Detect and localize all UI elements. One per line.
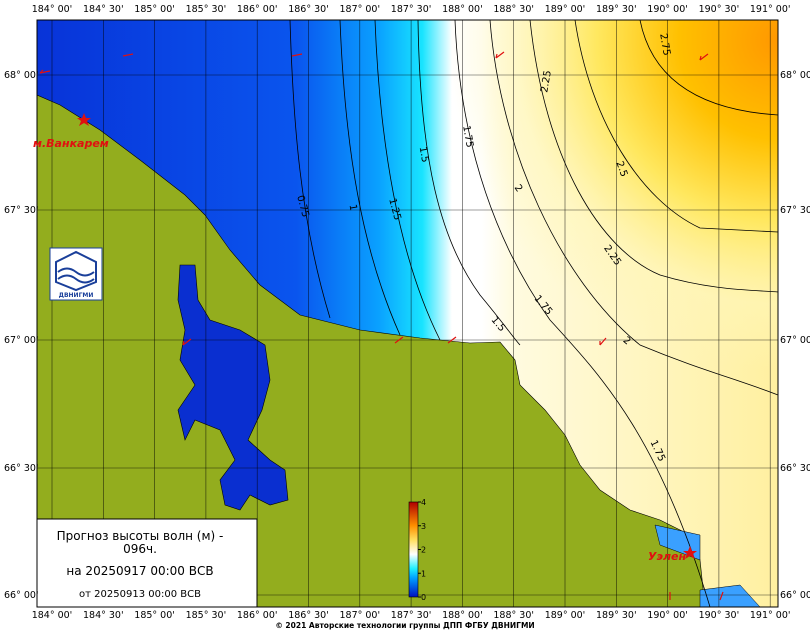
logo-box <box>49 247 103 301</box>
lon-label: 187° 30' <box>391 610 432 621</box>
contour-line <box>574 20 778 233</box>
lon-label: 190° 30' <box>699 610 740 621</box>
info-box: Прогноз высоты волн (м) - 096ч. на 20250… <box>36 518 258 608</box>
lat-label: 67° 30' <box>4 205 39 216</box>
lon-label: 191° 00' <box>750 4 791 15</box>
contour-label: 2.5 <box>613 160 629 179</box>
contour-line <box>639 20 778 116</box>
lat-label: 66° 30' <box>4 463 39 474</box>
lon-label: 191° 00' <box>750 610 791 621</box>
lon-label: 186° 30' <box>288 4 329 15</box>
lon-label: 185° 00' <box>134 4 175 15</box>
lon-label: 184° 30' <box>83 610 124 621</box>
info-issued: от 20250913 00:00 ВСВ <box>79 589 201 600</box>
contour-label: 1.5 <box>417 146 431 164</box>
lon-label: 187° 00' <box>339 4 380 15</box>
colorbar-scale <box>408 501 419 598</box>
lon-label: 189° 00' <box>545 4 586 15</box>
lat-label: 67° 00' <box>4 335 39 346</box>
lon-label: 190° 30' <box>699 4 740 15</box>
copyright: © 2021 Авторские технологии группы ДПП Ф… <box>275 621 534 630</box>
info-frame <box>36 518 258 608</box>
lon-label: 188° 30' <box>493 610 534 621</box>
lon-label: 188° 30' <box>493 4 534 15</box>
lat-label: 67° 30' <box>780 205 810 216</box>
colorbar-label: 4 <box>421 498 426 507</box>
contour-line <box>289 20 331 319</box>
lon-label: 184° 30' <box>83 4 124 15</box>
colorbar-label: 0 <box>421 593 426 602</box>
lat-label: 66° 30' <box>780 463 810 474</box>
colorbar-label: 2 <box>421 546 426 555</box>
lon-label: 187° 00' <box>339 610 380 621</box>
contours <box>289 20 778 607</box>
info-title: Прогноз высоты волн (м) - <box>57 529 224 543</box>
grid <box>37 20 778 607</box>
star <box>683 546 697 559</box>
contour-line <box>454 20 711 607</box>
lon-label: 189° 30' <box>596 610 637 621</box>
lon-label: 185° 30' <box>186 4 227 15</box>
contour-line <box>417 20 521 346</box>
coastal-water <box>654 524 761 607</box>
colorbar-label: 3 <box>421 522 426 531</box>
lon-label: 188° 00' <box>442 610 483 621</box>
lon-label: 185° 00' <box>134 610 175 621</box>
contour-label: 2.75 <box>657 33 672 57</box>
contour-label: 1 <box>346 203 358 211</box>
contour-label: 2 <box>621 335 633 348</box>
contour-label: 1.75 <box>460 125 475 149</box>
lat-label: 66° 00' <box>4 590 39 601</box>
markers <box>77 113 697 559</box>
place-label: м.Ванкарем <box>33 137 109 150</box>
contour-line <box>529 20 778 293</box>
lon-label: 186° 00' <box>237 610 278 621</box>
wave-arrows <box>39 51 724 601</box>
lon-label: 190° 00' <box>647 610 688 621</box>
lagoon <box>177 264 289 511</box>
contour-label: 2 <box>512 183 525 195</box>
lon-label: 189° 00' <box>545 610 586 621</box>
lon-label: 188° 00' <box>442 4 483 15</box>
map-frame <box>36 19 779 608</box>
info-lead: 096ч. <box>123 542 157 556</box>
contour-line <box>489 20 778 396</box>
colorbar-label: 1 <box>421 569 426 578</box>
lon-label: 184° 00' <box>32 610 73 621</box>
lon-label: 187° 30' <box>391 4 432 15</box>
star <box>77 113 91 126</box>
lon-label: 189° 30' <box>596 4 637 15</box>
lon-label: 184° 00' <box>32 4 73 15</box>
contour-label: 2.25 <box>539 70 554 94</box>
lat-label: 68° 00' <box>780 70 810 81</box>
lat-label: 66° 00' <box>780 590 810 601</box>
map-area <box>37 20 778 607</box>
lat-label: 67° 00' <box>780 335 810 346</box>
logo-text: ДВНИГМИ <box>59 292 94 299</box>
lon-label: 190° 00' <box>647 4 688 15</box>
place-label: Уэлен <box>648 550 687 563</box>
colorbar: 0 1 2 3 4 <box>408 498 426 602</box>
logo-waves <box>57 267 95 284</box>
lon-label: 186° 00' <box>237 4 278 15</box>
info-valid: на 20250917 00:00 ВСВ <box>66 564 213 578</box>
contour-line <box>374 20 441 341</box>
logo: ДВНИГМИ <box>49 247 103 301</box>
lon-label: 185° 30' <box>186 610 227 621</box>
lat-label: 68° 00' <box>4 70 39 81</box>
lon-label: 186° 30' <box>288 610 329 621</box>
contour-line <box>339 20 401 336</box>
logo-emblem <box>55 250 97 292</box>
